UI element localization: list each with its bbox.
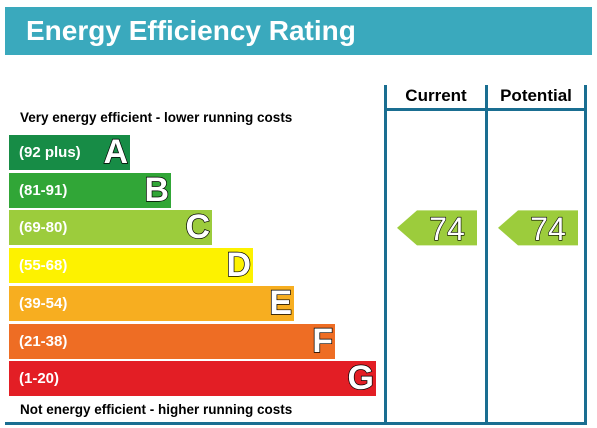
band-c: (69-80) C <box>9 208 212 247</box>
rating-arrow-current: 74 <box>397 210 477 247</box>
band-range-label: (55-68) <box>19 257 68 275</box>
column-divider-right <box>584 85 587 423</box>
band-e: (39-54) E <box>9 283 294 322</box>
rating-arrow-potential: 74 <box>498 210 578 247</box>
column-header-current: Current <box>405 86 467 105</box>
column-divider-left <box>384 85 387 423</box>
band-range-label: (21-38) <box>19 332 68 350</box>
band-letter-label: E <box>269 283 293 322</box>
band-letter-label: D <box>226 246 252 285</box>
band-f: (21-38) F <box>9 321 335 360</box>
chart-title: Energy Efficiency Rating <box>26 15 356 46</box>
column-divider-middle <box>485 85 488 423</box>
band-letter-label: G <box>347 359 375 398</box>
header-rule <box>384 108 587 111</box>
rating-arrow-shape <box>498 210 578 246</box>
column-header-potential: Potential <box>500 86 572 105</box>
band-range-label: (92 plus) <box>19 144 81 161</box>
band-range-label: (81-91) <box>19 181 68 199</box>
rating-arrow-shape <box>397 210 477 246</box>
band-g: (1-20) G <box>9 359 376 398</box>
rating-value-label: 74 <box>429 211 465 247</box>
band-letter-label: A <box>103 133 129 171</box>
band-letter-label: F <box>312 321 334 360</box>
rating-value-label: 74 <box>530 211 566 247</box>
title-bar: Energy Efficiency Rating <box>5 7 592 55</box>
band-b: (81-91) B <box>9 170 171 209</box>
band-a: (92 plus) A <box>9 133 130 171</box>
band-range-label: (69-80) <box>19 219 68 237</box>
band-letter-label: B <box>144 170 170 209</box>
top-caption: Very energy efficient - lower running co… <box>20 110 293 125</box>
bottom-caption: Not energy efficient - higher running co… <box>20 402 293 417</box>
band-d: (55-68) D <box>9 246 253 285</box>
band-letter-label: C <box>185 208 211 247</box>
band-range-label: (1-20) <box>19 370 60 388</box>
band-range-label: (39-54) <box>19 294 68 312</box>
bottom-rule <box>5 422 587 425</box>
